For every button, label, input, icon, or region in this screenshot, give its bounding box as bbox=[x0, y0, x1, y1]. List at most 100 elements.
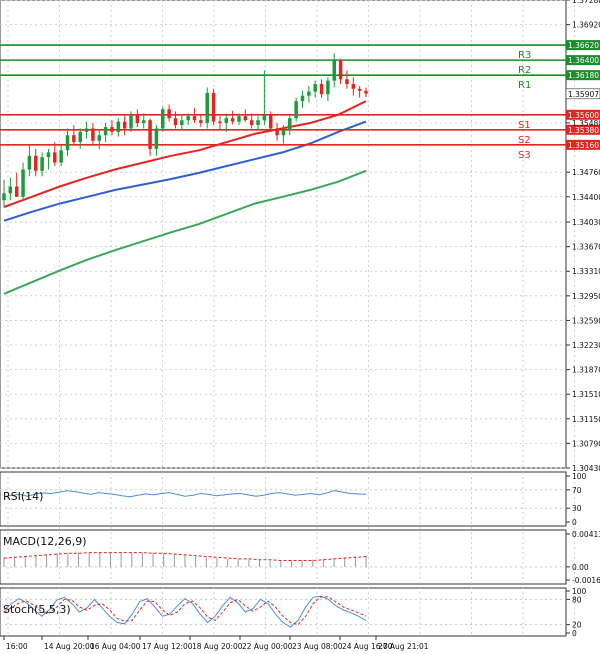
candle-body bbox=[180, 120, 184, 126]
time-tick-label: 22 Aug 00:00 bbox=[242, 642, 293, 651]
stoch-d-line bbox=[3, 596, 367, 626]
price-tick-label: 1.30430 bbox=[572, 464, 600, 473]
price-tick-label: 1.32950 bbox=[572, 292, 600, 301]
candle-body bbox=[224, 118, 229, 123]
level-name-s2: S2 bbox=[518, 135, 531, 146]
candle-body bbox=[148, 120, 152, 149]
candle-body bbox=[294, 101, 298, 119]
rsi-line bbox=[3, 490, 367, 498]
candle-body bbox=[78, 131, 82, 143]
candle-body bbox=[161, 109, 165, 129]
candle-body bbox=[116, 121, 121, 132]
level-price-label: 1.35380 bbox=[568, 126, 599, 135]
candle-body bbox=[53, 152, 57, 163]
candle-body bbox=[205, 92, 209, 123]
time-tick-label: 14 Aug 20:00 bbox=[44, 642, 95, 651]
candle-body bbox=[8, 186, 13, 194]
time-tick-label: 27 Aug 21:01 bbox=[378, 642, 429, 651]
time-tick-label: 23 Aug 08:00 bbox=[292, 642, 343, 651]
rsi-tick-label: 30 bbox=[572, 504, 582, 513]
level-price-label: 1.36620 bbox=[568, 41, 599, 50]
level-name-s3: S3 bbox=[518, 150, 531, 161]
candle-body bbox=[21, 169, 25, 197]
ma-slow-line bbox=[3, 169, 367, 295]
stoch-tick-label: 80 bbox=[572, 595, 582, 604]
price-tick-label: 1.32230 bbox=[572, 341, 600, 350]
level-price-label: 1.36400 bbox=[568, 56, 599, 65]
price-tick-label: 1.37280 bbox=[572, 0, 600, 5]
stoch-tick-label: 20 bbox=[572, 621, 582, 630]
stoch-panel bbox=[0, 587, 567, 637]
candle-body bbox=[72, 135, 76, 143]
candle-body bbox=[129, 114, 133, 129]
rsi-tick-label: 70 bbox=[572, 486, 582, 495]
candle-body bbox=[230, 118, 235, 122]
macd-tick-label: -0.001654 bbox=[572, 576, 600, 585]
macd-title: MACD(12,26,9) bbox=[3, 535, 87, 548]
ma-fast-line bbox=[3, 100, 367, 208]
candles bbox=[2, 53, 368, 208]
candle-body bbox=[167, 109, 171, 119]
price-tick-label: 1.31150 bbox=[572, 415, 600, 424]
time-tick-label: 18 Aug 20:00 bbox=[192, 642, 243, 651]
candle-body bbox=[192, 116, 197, 121]
candle-body bbox=[110, 127, 114, 132]
stoch-title: Stoch(5,5,3) bbox=[3, 603, 71, 616]
macd-signal-line bbox=[3, 552, 367, 561]
candle-body bbox=[300, 95, 305, 102]
candle-body bbox=[275, 128, 279, 136]
level-price-box bbox=[566, 70, 600, 81]
candle-body bbox=[186, 116, 190, 121]
level-price-box bbox=[566, 40, 600, 51]
rsi-title: RSI(14) bbox=[3, 490, 43, 503]
level-price-box bbox=[566, 124, 600, 135]
candle-body bbox=[288, 118, 292, 130]
price-tick-label: 1.31510 bbox=[572, 390, 600, 399]
price-tick-label: 1.34400 bbox=[572, 193, 600, 202]
price-tick-label: 1.33310 bbox=[572, 267, 600, 276]
candle-body bbox=[243, 116, 248, 121]
candle-body bbox=[307, 91, 311, 96]
current-price-label: 1.35907 bbox=[568, 90, 599, 99]
candle-body bbox=[351, 84, 356, 89]
level-name-r3: R3 bbox=[518, 50, 531, 61]
candle-body bbox=[34, 155, 38, 171]
price-tick-label: 1.31870 bbox=[572, 366, 600, 375]
level-name-r1: R1 bbox=[518, 80, 531, 91]
candle-body bbox=[281, 129, 286, 136]
candle-body bbox=[135, 114, 140, 123]
level-price-label: 1.36180 bbox=[568, 71, 599, 80]
pivot-levels: R3 1.36620 R2 1.36400 R1 1.36180 S1 1.35600 S2 1.… bbox=[0, 40, 600, 161]
level-price-box bbox=[566, 55, 600, 66]
candle-body bbox=[211, 92, 216, 122]
price-tick-label: 1.35480 bbox=[572, 119, 600, 128]
candle-body bbox=[97, 135, 102, 141]
candle-body bbox=[84, 128, 89, 132]
candle-body bbox=[46, 152, 51, 158]
candle-body bbox=[237, 116, 241, 122]
price-tick-label: 1.34030 bbox=[572, 218, 600, 227]
current-price-box bbox=[565, 88, 600, 100]
level-name-r2: R2 bbox=[518, 65, 531, 76]
time-tick-label: 17 Aug 12:00 bbox=[142, 642, 193, 651]
candle-body bbox=[326, 80, 330, 95]
macd-tick-label: 0.00 bbox=[572, 563, 589, 572]
candle-body bbox=[262, 114, 267, 121]
level-price-label: 1.35160 bbox=[568, 141, 599, 150]
candle-body bbox=[319, 84, 324, 95]
candle-body bbox=[338, 60, 343, 80]
rsi-indicator: 100 70 30 0 bbox=[0, 472, 587, 527]
main-panel bbox=[0, 0, 567, 469]
stoch-tick-label: 0 bbox=[572, 629, 577, 638]
candle-body bbox=[40, 157, 44, 171]
candle-body bbox=[345, 79, 349, 85]
time-tick-label: 24 Aug 16:00 bbox=[342, 642, 393, 651]
level-price-label: 1.35600 bbox=[568, 111, 599, 120]
price-tick-label: 1.30790 bbox=[572, 439, 600, 448]
level-price-box bbox=[566, 139, 600, 150]
rsi-tick-label: 100 bbox=[572, 472, 587, 481]
candle-body bbox=[103, 127, 108, 136]
candle-body bbox=[2, 193, 6, 201]
